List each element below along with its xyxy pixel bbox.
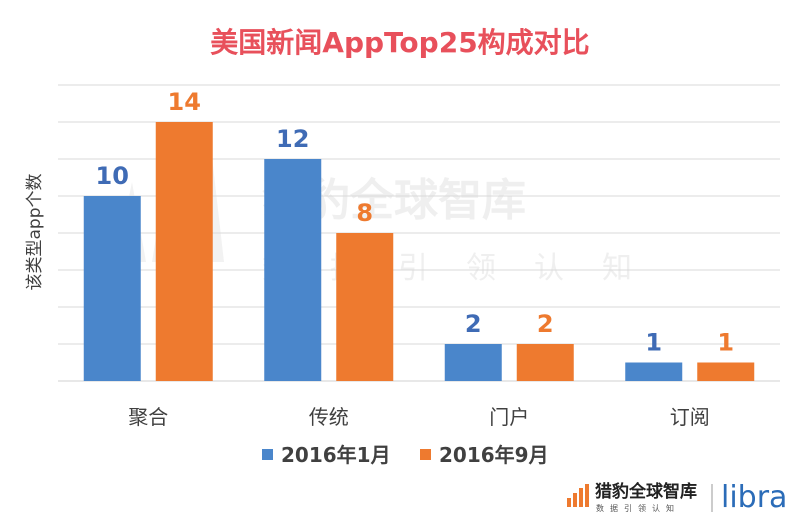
- value-labels: 10 14 12 8 2 2 1 1: [96, 88, 735, 357]
- legend-label-2016-jan: 2016年1月: [281, 443, 391, 467]
- data-label: 2: [465, 310, 482, 338]
- bar: [697, 362, 755, 381]
- bar: [83, 196, 141, 381]
- bar: [336, 233, 394, 381]
- watermark-sub-text: 数据引领认知: [262, 251, 670, 286]
- data-label: 2: [537, 310, 554, 338]
- bar: [516, 344, 574, 381]
- footer-brand: 猎豹全球智库 数据引领认知 libra: [567, 480, 787, 515]
- x-tick-label: 订阅: [670, 405, 710, 429]
- brand-main-text: 猎豹全球智库: [595, 481, 697, 502]
- brand-sub-text: 数据引领认知: [596, 503, 680, 513]
- data-label: 1: [645, 329, 662, 357]
- category-labels: 聚合 传统 门户 订阅: [128, 405, 710, 429]
- x-tick-label: 聚合: [128, 405, 168, 429]
- x-tick-label: 传统: [309, 405, 349, 429]
- data-label: 14: [168, 88, 201, 116]
- libra-logo-text: libra: [721, 480, 787, 515]
- x-tick-label: 门户: [489, 405, 529, 429]
- legend: 2016年1月 2016年9月: [262, 443, 549, 467]
- data-label: 1: [717, 329, 734, 357]
- data-label: 10: [96, 162, 129, 190]
- legend-swatch-2016-jan: [262, 449, 273, 460]
- bar: [444, 344, 502, 381]
- brand-logo-icon: [567, 484, 589, 507]
- chart-title: 美国新闻AppTop25构成对比: [210, 26, 589, 59]
- bar: [155, 122, 213, 381]
- bar: [625, 362, 683, 381]
- data-label: 8: [356, 199, 373, 227]
- y-axis-label: 该类型app个数: [25, 174, 45, 291]
- bar: [264, 159, 322, 381]
- data-label: 12: [276, 125, 309, 153]
- legend-label-2016-sep: 2016年9月: [439, 443, 549, 467]
- legend-swatch-2016-sep: [420, 449, 431, 460]
- bars: [83, 122, 755, 381]
